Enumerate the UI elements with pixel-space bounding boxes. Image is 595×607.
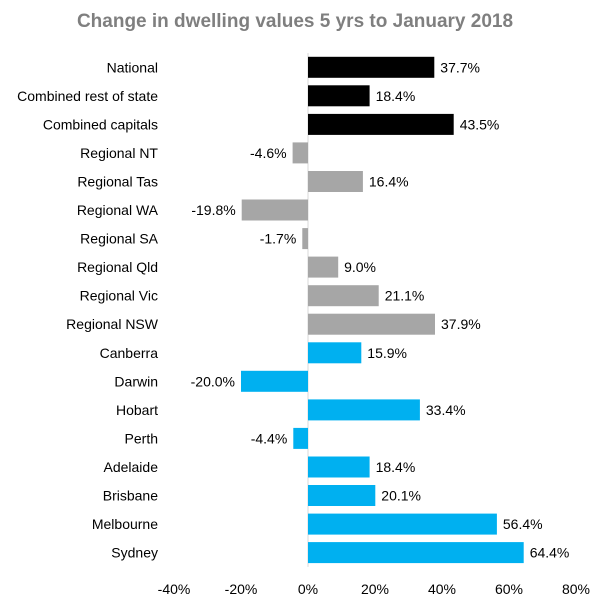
bar xyxy=(241,199,308,221)
category-label: Canberra xyxy=(100,345,159,361)
category-label: Perth xyxy=(125,430,158,446)
category-label: Regional Qld xyxy=(77,259,158,275)
data-label: 56.4% xyxy=(503,516,543,532)
category-label: Brisbane xyxy=(103,488,158,504)
x-tick-label: 80% xyxy=(562,581,590,597)
data-label: 18.4% xyxy=(376,88,416,104)
bar xyxy=(292,142,308,164)
category-label: Regional Vic xyxy=(80,288,158,304)
data-label: 37.9% xyxy=(441,316,481,332)
bar xyxy=(308,513,497,535)
bar xyxy=(308,256,339,278)
category-label: Regional NSW xyxy=(66,316,159,332)
data-label: 21.1% xyxy=(385,288,425,304)
bar xyxy=(308,542,524,564)
category-label: Combined capitals xyxy=(43,116,158,132)
category-label: Melbourne xyxy=(92,516,158,532)
x-tick-label: 0% xyxy=(298,581,318,597)
x-tick-label: 40% xyxy=(428,581,456,597)
x-tick-label: 60% xyxy=(495,581,523,597)
category-label: Regional WA xyxy=(77,202,159,218)
chart-title: Change in dwelling values 5 yrs to Janua… xyxy=(77,11,513,32)
bar xyxy=(308,485,376,506)
category-label: Adelaide xyxy=(104,459,159,475)
data-label: 18.4% xyxy=(376,459,416,475)
data-label: 33.4% xyxy=(426,402,466,418)
bar xyxy=(308,456,370,478)
category-label: Regional Tas xyxy=(77,174,158,190)
data-label: 37.7% xyxy=(440,59,480,75)
bar xyxy=(308,342,362,364)
data-label: 20.1% xyxy=(381,488,421,504)
data-label: -1.7% xyxy=(260,231,297,247)
data-label: -4.6% xyxy=(250,145,287,161)
bar xyxy=(308,313,435,335)
category-label: Combined rest of state xyxy=(17,88,158,104)
data-label: -19.8% xyxy=(191,202,235,218)
bar xyxy=(308,285,379,307)
category-label: Hobart xyxy=(116,402,158,418)
data-label: 16.4% xyxy=(369,174,409,190)
data-label: 15.9% xyxy=(367,345,407,361)
data-label: 43.5% xyxy=(460,116,500,132)
bar xyxy=(241,370,308,392)
x-tick-label: -40% xyxy=(158,581,191,597)
category-label: Regional SA xyxy=(80,231,158,247)
category-label: Sydney xyxy=(111,545,158,561)
data-label: 9.0% xyxy=(344,259,376,275)
bar xyxy=(293,427,308,449)
bar xyxy=(308,399,420,421)
data-label: 64.4% xyxy=(530,545,570,561)
bar xyxy=(308,85,370,107)
data-label: -20.0% xyxy=(191,373,235,389)
category-label: Darwin xyxy=(114,373,158,389)
plot-area: National 37.7% Combined rest of state 18.4%… xyxy=(17,53,590,597)
bar xyxy=(308,113,454,135)
bar xyxy=(308,171,363,192)
x-tick-label: -20% xyxy=(225,581,258,597)
data-label: -4.4% xyxy=(251,430,288,446)
bar xyxy=(302,228,308,250)
bar xyxy=(308,56,435,78)
category-label: Regional NT xyxy=(80,145,158,161)
x-tick-label: 20% xyxy=(361,581,389,597)
category-label: National xyxy=(107,59,158,75)
